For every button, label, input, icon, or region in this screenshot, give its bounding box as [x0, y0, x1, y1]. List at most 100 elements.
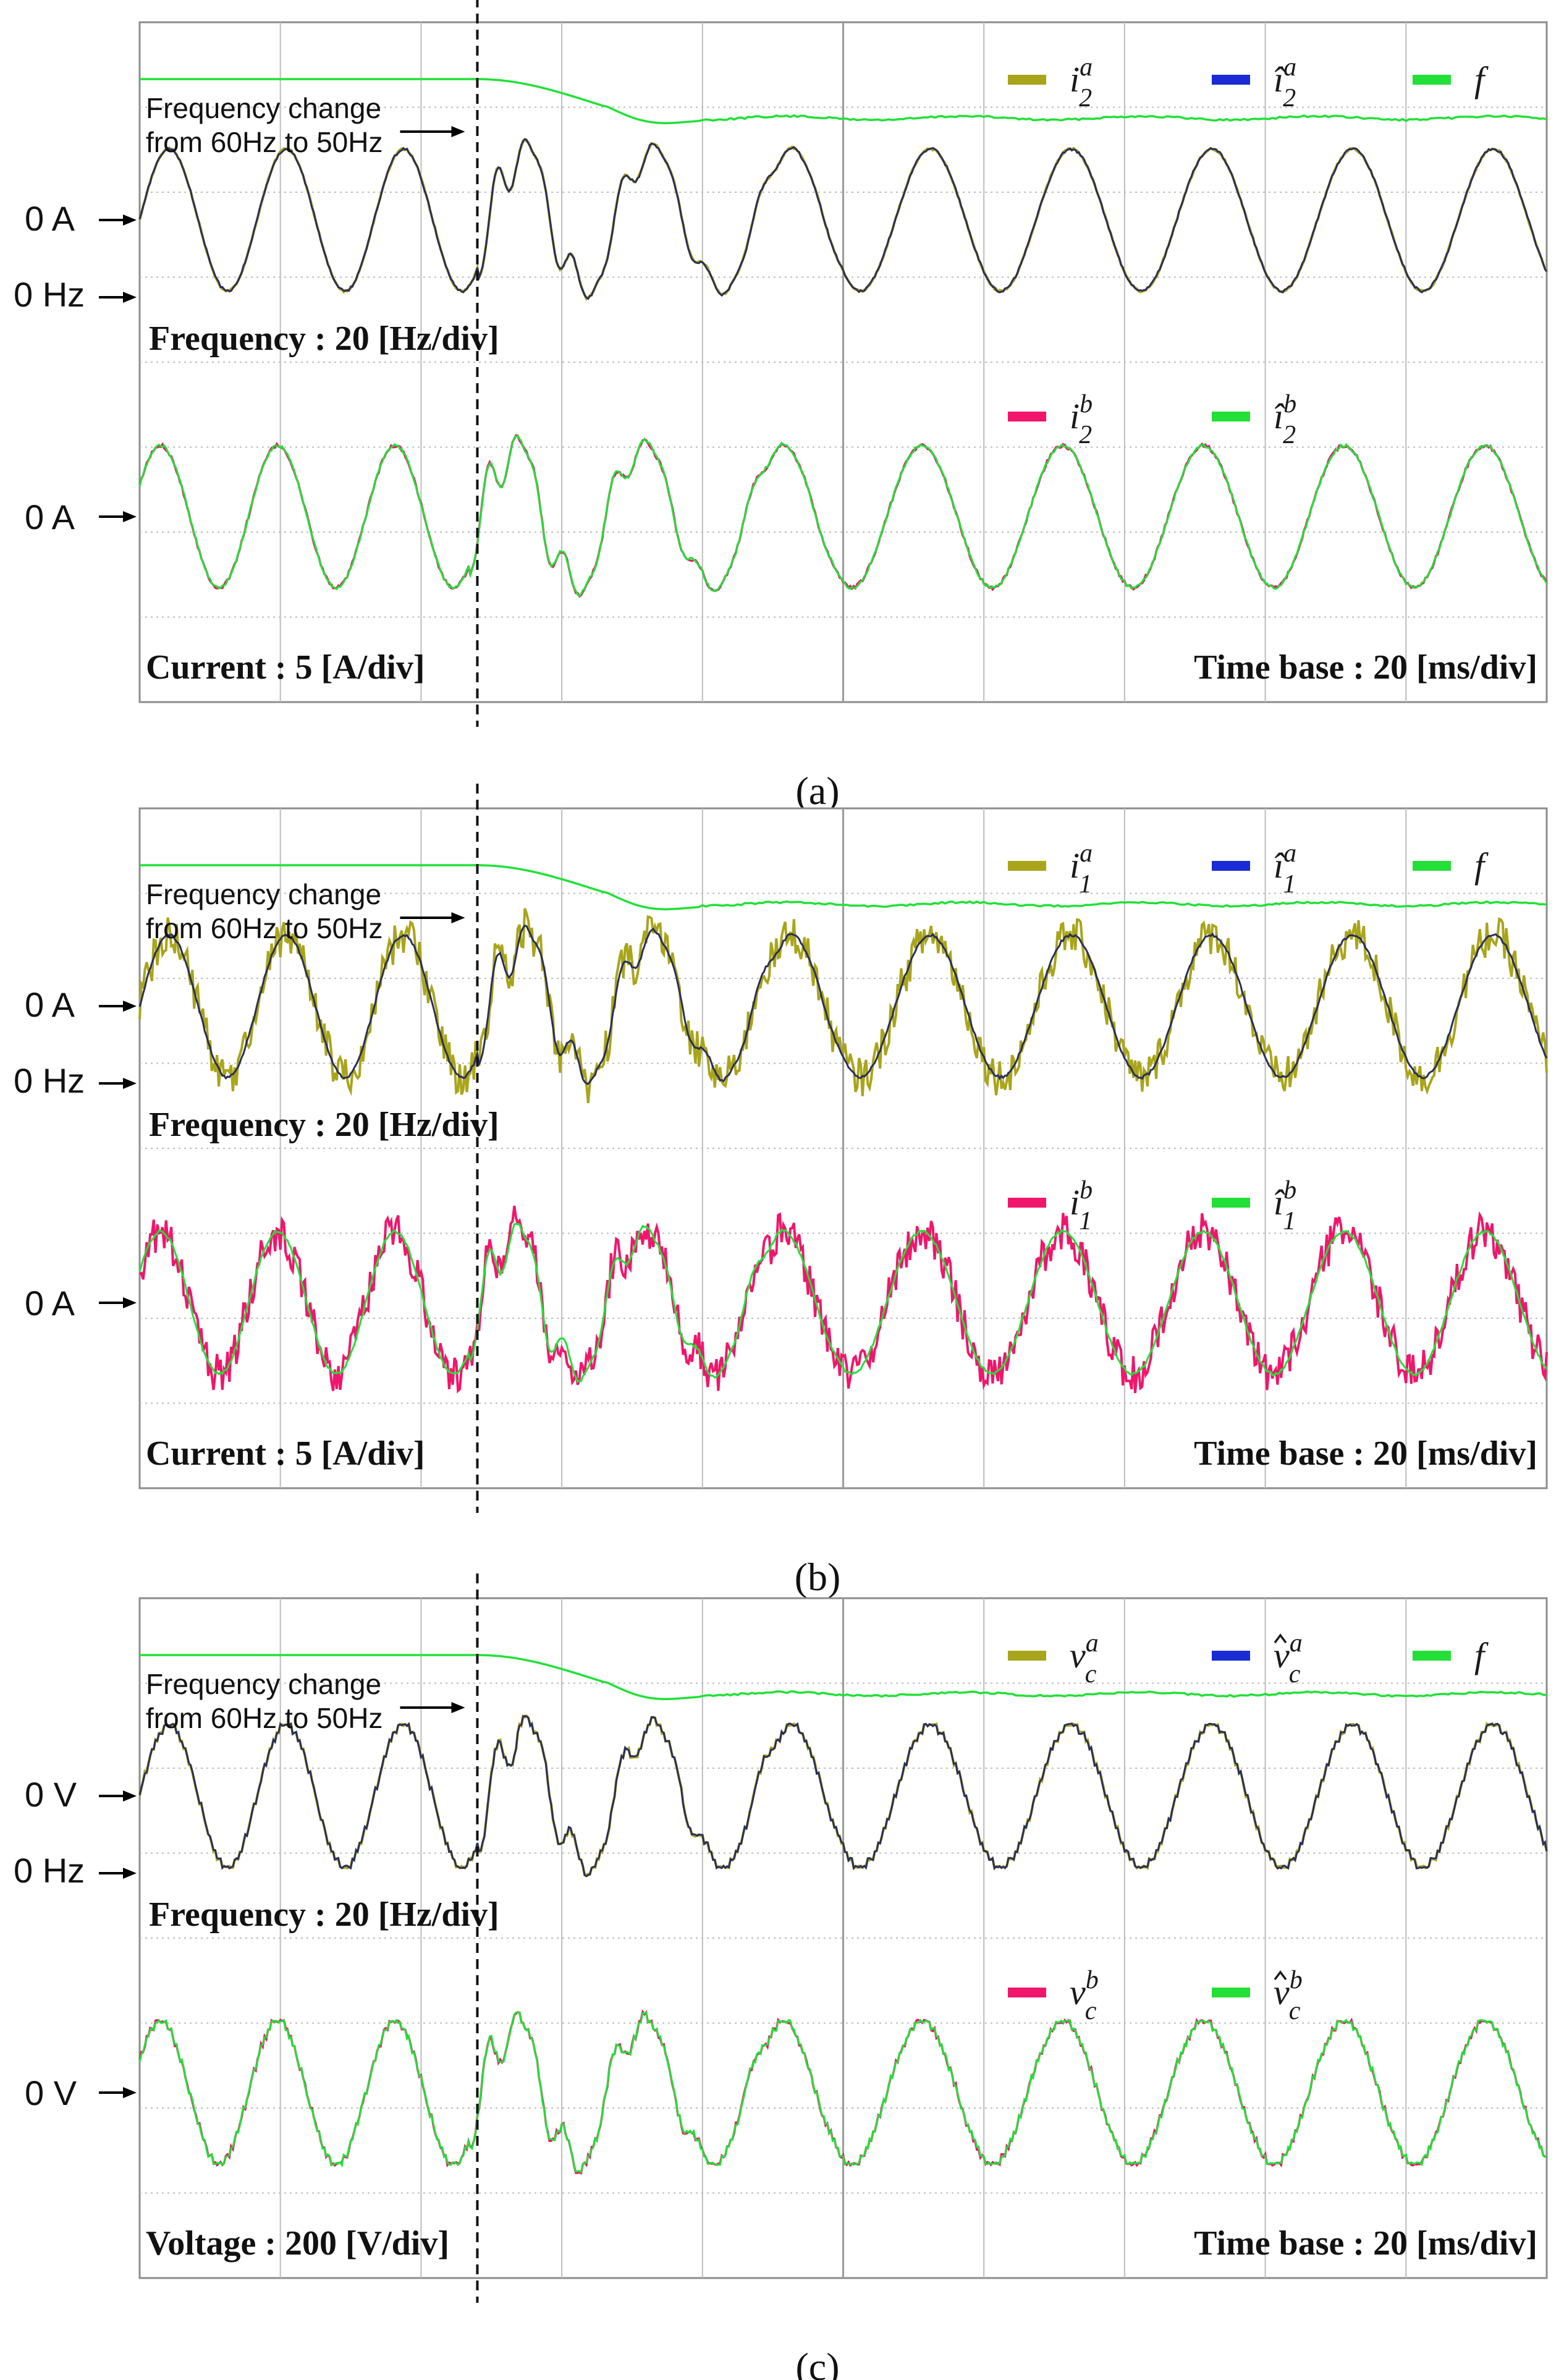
frequency-zero-label: 0 Hz	[14, 1851, 85, 1890]
lower-legend-label: îb 2	[1274, 390, 1296, 449]
upper-estimated-trace	[138, 1714, 1548, 1878]
upper-waveforms	[138, 138, 1548, 301]
upper-legend-swatch	[1413, 1651, 1451, 1661]
annotation-line-1: Frequency change	[146, 1668, 381, 1700]
upper-legend-swatch	[1008, 75, 1046, 85]
upper-legend-swatch	[1212, 861, 1250, 871]
lower-legend-swatch	[1008, 1988, 1046, 1997]
frequency-zero-arrow-head	[123, 292, 137, 303]
time-base-label: Time base : 20 [ms/div]	[1194, 2224, 1537, 2263]
lower-estimated-trace	[138, 434, 1548, 598]
annotation-arrow-head	[451, 1702, 465, 1713]
lower-zero-label: 0 V	[25, 2073, 77, 2112]
lower-legend-swatch	[1212, 1988, 1250, 1997]
annotation-arrow	[400, 912, 465, 923]
panel-caption: (a)	[795, 769, 839, 813]
lower-waveforms	[138, 434, 1548, 598]
upper-estimated-trace	[138, 924, 1548, 1085]
lower-measured-trace	[139, 1205, 1548, 1394]
lower-legend-swatch	[1008, 1198, 1046, 1208]
upper-legend-swatch	[1008, 861, 1046, 871]
lower-zero-arrow-head	[123, 511, 137, 522]
amplitude-scale-label: Voltage : 200 [V/div]	[146, 2224, 449, 2263]
annotation-line-2: from 60Hz to 50Hz	[146, 126, 383, 158]
annotation-line-1: Frequency change	[146, 92, 381, 124]
lower-zero-label: 0 A	[25, 1284, 75, 1323]
lower-legend-label: vb c	[1070, 1966, 1099, 2025]
frequency-scale-label: Frequency : 20 [Hz/div]	[149, 320, 499, 358]
amplitude-scale-label: Current : 5 [A/div]	[146, 1434, 425, 1473]
annotation-arrow	[400, 126, 465, 137]
frequency-trace	[140, 864, 1547, 910]
grid-lines	[140, 1598, 1547, 2278]
upper-legend-swatch	[1212, 75, 1250, 85]
frequency-trace	[140, 78, 1547, 124]
lower-estimated-trace	[138, 1222, 1548, 1383]
lower-legend-label: ib 2	[1070, 390, 1093, 449]
annotation-arrow	[400, 1702, 465, 1713]
frequency-zero-arrow-head	[123, 1868, 137, 1879]
upper-legend-swatch	[1413, 75, 1451, 85]
frequency-zero-arrow	[99, 292, 137, 303]
upper-waveforms	[138, 908, 1548, 1103]
lower-zero-arrow-head	[123, 1297, 137, 1308]
frequency-scale-label: Frequency : 20 [Hz/div]	[149, 1106, 499, 1144]
upper-zero-arrow	[99, 1001, 137, 1012]
upper-zero-arrow	[99, 1790, 137, 1802]
upper-zero-arrow-head	[123, 1001, 137, 1012]
lower-estimated-trace	[138, 2011, 1547, 2174]
frequency-zero-label: 0 Hz	[14, 1061, 85, 1100]
lower-legend-label-hat-mark	[1274, 1970, 1287, 1981]
upper-legend-label-hat-mark	[1274, 1633, 1287, 1644]
upper-measured-trace	[138, 908, 1548, 1103]
annotation-line-1: Frequency change	[146, 878, 381, 910]
lower-zero-arrow	[99, 1297, 137, 1308]
lower-zero-arrow-head	[123, 2087, 137, 2098]
frequency-zero-arrow	[99, 1868, 137, 1879]
annotation-line-2: from 60Hz to 50Hz	[146, 1702, 383, 1734]
upper-legend-label: ia 2	[1070, 53, 1093, 112]
time-base-label: Time base : 20 [ms/div]	[1194, 1434, 1537, 1473]
amplitude-scale-label: Current : 5 [A/div]	[146, 648, 425, 687]
lower-legend-swatch	[1212, 412, 1250, 421]
upper-legend-swatch	[1212, 1651, 1250, 1661]
lower-legend-label: îb 1	[1274, 1176, 1296, 1235]
lower-legend-label: ib 1	[1070, 1176, 1093, 1235]
upper-zero-label: 0 A	[25, 985, 75, 1024]
upper-waveforms	[138, 1714, 1548, 1878]
frequency-zero-arrow-head	[123, 1078, 137, 1089]
upper-legend-label: îa 2	[1274, 53, 1296, 112]
annotation-line-2: from 60Hz to 50Hz	[146, 912, 383, 944]
lower-zero-arrow	[99, 511, 137, 522]
annotation-arrow-head	[451, 126, 465, 137]
upper-legend-label: îa 1	[1274, 839, 1296, 899]
upper-zero-arrow-head	[123, 1790, 137, 1802]
time-base-label: Time base : 20 [ms/div]	[1194, 648, 1537, 687]
grid-lines	[140, 22, 1547, 702]
upper-legend-label: va c	[1274, 1629, 1303, 1688]
panel-caption: (c)	[795, 2345, 839, 2380]
lower-zero-arrow	[99, 2087, 137, 2098]
upper-legend-swatch	[1413, 861, 1451, 871]
annotation-arrow-head	[451, 912, 465, 923]
upper-legend-swatch	[1008, 1651, 1046, 1661]
upper-legend-label: ia 1	[1070, 839, 1093, 899]
upper-zero-label: 0 A	[25, 199, 75, 238]
panel-caption: (b)	[795, 1555, 841, 1599]
frequency-trace	[140, 1654, 1547, 1700]
lower-legend-swatch	[1212, 1198, 1250, 1208]
upper-legend-label: va c	[1070, 1629, 1099, 1688]
upper-zero-label: 0 V	[25, 1775, 77, 1814]
lower-legend-swatch	[1008, 412, 1046, 421]
lower-waveforms	[138, 2009, 1547, 2175]
frequency-zero-label: 0 Hz	[14, 275, 85, 314]
frequency-scale-label: Frequency : 20 [Hz/div]	[149, 1895, 499, 1934]
upper-estimated-trace	[138, 138, 1548, 300]
upper-zero-arrow	[99, 214, 137, 226]
upper-zero-arrow-head	[123, 214, 137, 226]
frequency-zero-arrow	[99, 1078, 137, 1089]
